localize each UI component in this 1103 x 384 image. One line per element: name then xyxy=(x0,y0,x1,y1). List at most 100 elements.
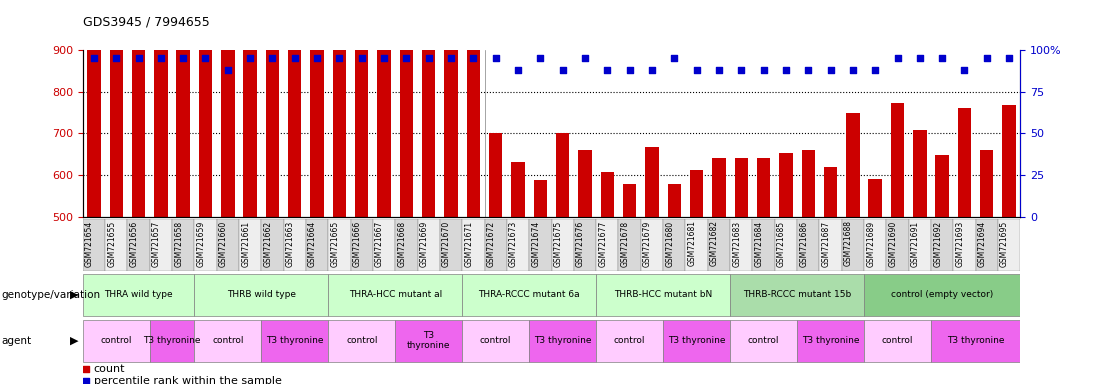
Text: T3 thyronine: T3 thyronine xyxy=(266,336,323,345)
Bar xyxy=(601,172,614,217)
Point xyxy=(309,55,326,61)
Bar xyxy=(779,154,793,217)
Text: GSM721669: GSM721669 xyxy=(420,220,429,266)
Bar xyxy=(484,219,507,271)
Text: THRB wild type: THRB wild type xyxy=(227,290,296,299)
Point xyxy=(732,67,750,73)
Point xyxy=(219,67,237,73)
Bar xyxy=(333,0,346,217)
Point xyxy=(107,55,125,61)
Text: GSM721672: GSM721672 xyxy=(486,220,495,266)
Bar xyxy=(440,219,462,271)
Text: GSM721660: GSM721660 xyxy=(218,220,228,266)
Bar xyxy=(864,219,887,271)
Point xyxy=(889,55,907,61)
Point xyxy=(442,55,460,61)
Bar xyxy=(87,0,100,217)
Text: GSM721686: GSM721686 xyxy=(800,220,808,266)
FancyBboxPatch shape xyxy=(596,319,663,362)
Point xyxy=(933,55,951,61)
FancyBboxPatch shape xyxy=(596,273,730,316)
Bar xyxy=(757,159,770,217)
Bar xyxy=(981,150,994,217)
Bar xyxy=(418,219,440,271)
Bar xyxy=(489,134,502,217)
Bar xyxy=(462,219,484,271)
Point xyxy=(554,67,571,73)
FancyBboxPatch shape xyxy=(395,319,462,362)
Text: GSM721679: GSM721679 xyxy=(643,220,652,266)
Bar xyxy=(641,219,663,271)
Bar xyxy=(913,130,927,217)
Bar xyxy=(797,219,820,271)
Text: agent: agent xyxy=(1,336,31,346)
FancyBboxPatch shape xyxy=(329,273,462,316)
Text: GSM721689: GSM721689 xyxy=(866,220,875,266)
Text: THRA-HCC mutant al: THRA-HCC mutant al xyxy=(349,290,442,299)
Text: control (empty vector): control (empty vector) xyxy=(891,290,994,299)
Bar xyxy=(194,219,216,271)
Text: GSM721674: GSM721674 xyxy=(532,220,540,266)
Bar xyxy=(329,219,351,271)
Bar xyxy=(199,0,212,217)
Point xyxy=(599,67,617,73)
Text: GSM721670: GSM721670 xyxy=(442,220,451,266)
Bar xyxy=(935,155,949,217)
Bar xyxy=(150,219,172,271)
Point xyxy=(420,55,438,61)
Text: GSM721681: GSM721681 xyxy=(687,220,697,266)
Bar xyxy=(820,219,842,271)
Point xyxy=(911,55,929,61)
Point xyxy=(866,67,884,73)
FancyBboxPatch shape xyxy=(462,319,529,362)
FancyBboxPatch shape xyxy=(864,273,1020,316)
Text: THRA wild type: THRA wild type xyxy=(104,290,173,299)
Text: control: control xyxy=(100,336,132,345)
Text: GSM721664: GSM721664 xyxy=(308,220,318,266)
Point xyxy=(85,55,103,61)
Text: genotype/variation: genotype/variation xyxy=(1,290,100,300)
Bar xyxy=(556,134,569,217)
FancyBboxPatch shape xyxy=(329,319,395,362)
Text: GSM721688: GSM721688 xyxy=(844,220,853,266)
Bar xyxy=(176,0,190,217)
Point xyxy=(326,344,344,350)
Point xyxy=(130,55,148,61)
Bar xyxy=(868,179,882,217)
Point xyxy=(532,55,549,61)
FancyBboxPatch shape xyxy=(150,319,194,362)
Text: GSM721685: GSM721685 xyxy=(777,220,785,266)
Point xyxy=(1000,55,1018,61)
Text: T3
thyronine: T3 thyronine xyxy=(407,331,450,351)
Point xyxy=(331,55,349,61)
Point xyxy=(777,67,794,73)
Text: GSM721657: GSM721657 xyxy=(152,220,161,266)
Bar xyxy=(953,219,976,271)
Text: percentile rank within the sample: percentile rank within the sample xyxy=(94,376,281,384)
Text: GSM721676: GSM721676 xyxy=(576,220,585,266)
Point xyxy=(486,55,504,61)
Bar xyxy=(846,113,859,217)
Bar xyxy=(998,219,1020,271)
Bar xyxy=(534,180,547,217)
FancyBboxPatch shape xyxy=(83,319,150,362)
Text: GDS3945 / 7994655: GDS3945 / 7994655 xyxy=(83,15,210,28)
Bar xyxy=(109,0,122,217)
Text: ▶: ▶ xyxy=(69,336,78,346)
Bar xyxy=(574,219,596,271)
Text: THRB-RCCC mutant 15b: THRB-RCCC mutant 15b xyxy=(743,290,852,299)
Bar xyxy=(351,219,373,271)
Bar xyxy=(645,147,658,217)
Text: GSM721666: GSM721666 xyxy=(353,220,362,266)
Bar xyxy=(377,0,390,217)
Bar xyxy=(730,219,752,271)
Bar xyxy=(216,219,239,271)
Text: THRA-RCCC mutant 6a: THRA-RCCC mutant 6a xyxy=(479,290,580,299)
Bar xyxy=(689,170,704,217)
Bar xyxy=(774,219,797,271)
Bar xyxy=(713,159,726,217)
Bar xyxy=(512,162,525,217)
Point xyxy=(844,67,861,73)
Bar xyxy=(931,219,953,271)
Bar xyxy=(685,219,708,271)
